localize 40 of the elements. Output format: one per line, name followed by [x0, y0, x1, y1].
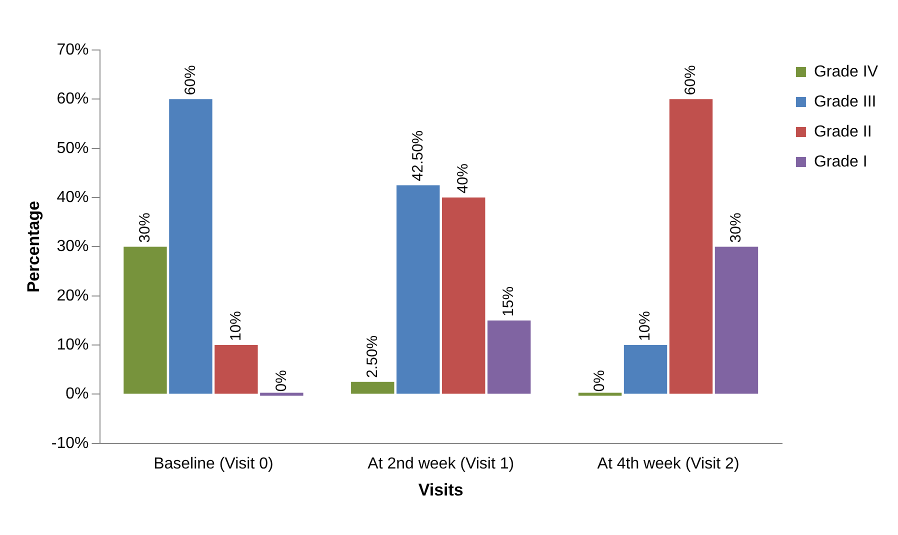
bar: [487, 320, 531, 394]
x-tick-label: At 4th week (Visit 2): [597, 455, 740, 472]
bar: [624, 345, 668, 394]
y-tick-label: 20%: [56, 287, 89, 304]
legend-label: Grade I: [814, 153, 868, 170]
y-tick-label: 10%: [56, 336, 89, 354]
data-label: 42.50%: [409, 130, 426, 182]
bar: [214, 345, 258, 394]
data-label: 10%: [227, 311, 244, 342]
bar: [442, 198, 486, 394]
data-label: 40%: [454, 163, 472, 194]
y-tick-label: 0%: [66, 386, 89, 403]
bar: [124, 246, 167, 394]
y-tick-label: 70%: [56, 41, 89, 58]
data-label: 60%: [682, 65, 700, 96]
bar: [669, 99, 713, 394]
data-label: 0%: [272, 370, 290, 392]
data-label: 2.50%: [364, 335, 381, 378]
bar: [351, 382, 394, 394]
legend-label: Grade III: [814, 93, 876, 110]
data-label: 30%: [136, 212, 154, 243]
bar: [714, 246, 758, 394]
legend-label: Grade II: [814, 123, 872, 140]
x-tick-label: Baseline (Visit 0): [154, 455, 274, 472]
data-label: 60%: [182, 65, 199, 96]
y-axis-title: Percentage: [24, 200, 43, 293]
data-label: 30%: [728, 212, 745, 243]
y-tick-label: 40%: [56, 188, 89, 206]
data-label: 15%: [500, 286, 518, 316]
legend-label: Grade IV: [814, 63, 878, 80]
y-tick-label: 30%: [56, 238, 89, 256]
y-tick-label: 50%: [56, 140, 89, 157]
bar: [396, 185, 440, 394]
data-label: 10%: [636, 311, 654, 342]
y-tick-label: 60%: [56, 90, 89, 108]
data-label: 0%: [591, 370, 608, 392]
y-tick-label: -10%: [51, 434, 89, 452]
x-axis-title: Visits: [418, 480, 464, 500]
x-tick-label: At 2nd week (Visit 1): [368, 455, 514, 472]
bar: [169, 99, 212, 394]
